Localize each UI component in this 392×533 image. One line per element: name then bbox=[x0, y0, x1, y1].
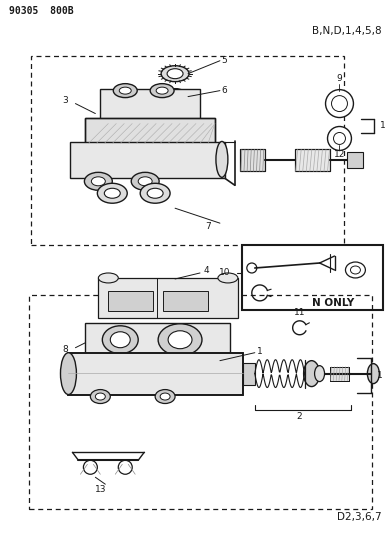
Ellipse shape bbox=[138, 177, 152, 186]
Bar bbox=[242, 245, 383, 310]
Ellipse shape bbox=[168, 331, 192, 349]
Bar bbox=[163, 291, 208, 311]
Ellipse shape bbox=[162, 88, 188, 104]
Text: 1: 1 bbox=[377, 371, 383, 380]
Ellipse shape bbox=[97, 183, 127, 203]
Text: 8: 8 bbox=[63, 345, 69, 354]
Ellipse shape bbox=[334, 133, 345, 144]
Ellipse shape bbox=[113, 84, 137, 98]
Ellipse shape bbox=[304, 361, 319, 386]
Bar bbox=[330, 367, 349, 381]
Ellipse shape bbox=[350, 266, 360, 274]
Bar bbox=[243, 362, 255, 385]
Ellipse shape bbox=[84, 172, 112, 190]
Bar bbox=[71, 142, 225, 179]
Text: 1: 1 bbox=[257, 347, 263, 356]
Text: 12: 12 bbox=[334, 150, 345, 159]
Text: 3: 3 bbox=[63, 96, 69, 105]
Ellipse shape bbox=[325, 90, 354, 118]
Bar bbox=[347, 152, 363, 168]
Bar bbox=[29, 295, 372, 509]
Bar bbox=[69, 353, 243, 394]
Ellipse shape bbox=[161, 66, 189, 82]
Ellipse shape bbox=[60, 353, 76, 394]
Ellipse shape bbox=[104, 188, 120, 198]
Ellipse shape bbox=[140, 183, 170, 203]
Ellipse shape bbox=[156, 87, 168, 94]
Ellipse shape bbox=[91, 390, 110, 403]
Ellipse shape bbox=[118, 461, 132, 474]
Text: 11: 11 bbox=[294, 308, 305, 317]
Ellipse shape bbox=[95, 393, 105, 400]
Bar bbox=[85, 118, 215, 143]
Text: 10: 10 bbox=[219, 269, 230, 278]
Text: 90305  800B: 90305 800B bbox=[9, 6, 73, 16]
Ellipse shape bbox=[131, 172, 159, 190]
Ellipse shape bbox=[147, 188, 163, 198]
Bar bbox=[69, 353, 243, 394]
Ellipse shape bbox=[216, 141, 228, 177]
Ellipse shape bbox=[218, 273, 238, 283]
Ellipse shape bbox=[91, 177, 105, 186]
Ellipse shape bbox=[150, 84, 174, 98]
Bar bbox=[85, 323, 230, 353]
Ellipse shape bbox=[83, 461, 97, 474]
Text: 9: 9 bbox=[337, 74, 342, 83]
Ellipse shape bbox=[332, 95, 347, 111]
Text: B,N,D,1,4,5,8: B,N,D,1,4,5,8 bbox=[312, 26, 381, 36]
Ellipse shape bbox=[119, 87, 131, 94]
Ellipse shape bbox=[155, 390, 175, 403]
Bar bbox=[98, 278, 238, 318]
Ellipse shape bbox=[158, 324, 202, 356]
Bar bbox=[330, 367, 349, 381]
Ellipse shape bbox=[102, 326, 138, 354]
Bar bbox=[240, 149, 265, 171]
Ellipse shape bbox=[314, 366, 325, 382]
Ellipse shape bbox=[110, 332, 130, 348]
Bar bbox=[31, 56, 345, 245]
Text: D2,3,6,7: D2,3,6,7 bbox=[337, 512, 381, 522]
Text: 1: 1 bbox=[380, 121, 386, 130]
Ellipse shape bbox=[367, 364, 379, 384]
Text: N ONLY: N ONLY bbox=[312, 298, 354, 308]
Bar bbox=[295, 149, 330, 171]
Text: 2: 2 bbox=[297, 412, 303, 421]
Ellipse shape bbox=[160, 393, 170, 400]
Bar bbox=[108, 291, 153, 311]
Text: 7: 7 bbox=[205, 222, 211, 231]
Ellipse shape bbox=[98, 273, 118, 283]
Ellipse shape bbox=[167, 69, 183, 79]
Bar bbox=[100, 88, 200, 118]
Ellipse shape bbox=[247, 263, 257, 273]
Ellipse shape bbox=[345, 262, 365, 278]
Text: 13: 13 bbox=[94, 484, 106, 494]
Ellipse shape bbox=[328, 126, 352, 150]
Ellipse shape bbox=[168, 92, 182, 101]
Bar bbox=[85, 118, 215, 143]
Bar bbox=[240, 149, 265, 171]
Text: 4: 4 bbox=[203, 266, 209, 276]
Text: 6: 6 bbox=[221, 86, 227, 95]
Text: 5: 5 bbox=[221, 56, 227, 65]
Bar bbox=[295, 149, 330, 171]
